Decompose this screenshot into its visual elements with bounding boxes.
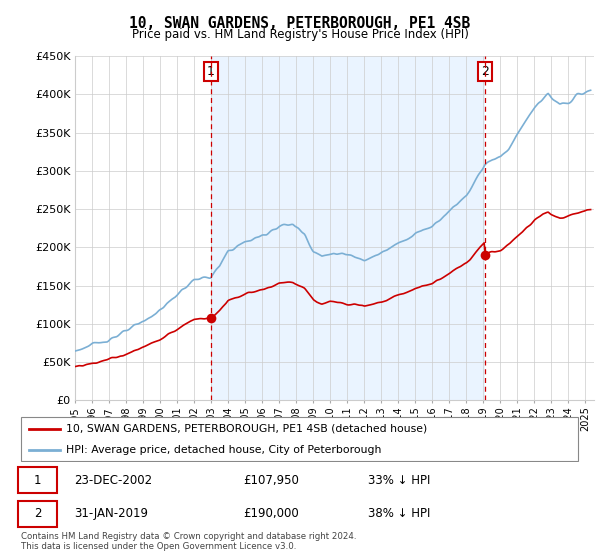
Bar bbox=[211, 56, 485, 400]
Text: 2: 2 bbox=[34, 507, 41, 520]
Text: 2: 2 bbox=[481, 65, 488, 78]
FancyBboxPatch shape bbox=[18, 468, 58, 493]
Text: 1: 1 bbox=[206, 65, 215, 78]
Text: 31-JAN-2019: 31-JAN-2019 bbox=[74, 507, 148, 520]
Text: HPI: Average price, detached house, City of Peterborough: HPI: Average price, detached house, City… bbox=[66, 445, 382, 455]
FancyBboxPatch shape bbox=[18, 501, 58, 526]
Text: £107,950: £107,950 bbox=[244, 474, 299, 487]
Text: 10, SWAN GARDENS, PETERBOROUGH, PE1 4SB: 10, SWAN GARDENS, PETERBOROUGH, PE1 4SB bbox=[130, 16, 470, 31]
Text: 10, SWAN GARDENS, PETERBOROUGH, PE1 4SB (detached house): 10, SWAN GARDENS, PETERBOROUGH, PE1 4SB … bbox=[66, 424, 427, 434]
Text: 23-DEC-2002: 23-DEC-2002 bbox=[74, 474, 152, 487]
Text: Price paid vs. HM Land Registry's House Price Index (HPI): Price paid vs. HM Land Registry's House … bbox=[131, 28, 469, 41]
Text: 33% ↓ HPI: 33% ↓ HPI bbox=[368, 474, 430, 487]
Text: £190,000: £190,000 bbox=[244, 507, 299, 520]
FancyBboxPatch shape bbox=[21, 417, 578, 461]
Text: 1: 1 bbox=[34, 474, 41, 487]
Text: Contains HM Land Registry data © Crown copyright and database right 2024.
This d: Contains HM Land Registry data © Crown c… bbox=[21, 532, 356, 552]
Text: 38% ↓ HPI: 38% ↓ HPI bbox=[368, 507, 430, 520]
